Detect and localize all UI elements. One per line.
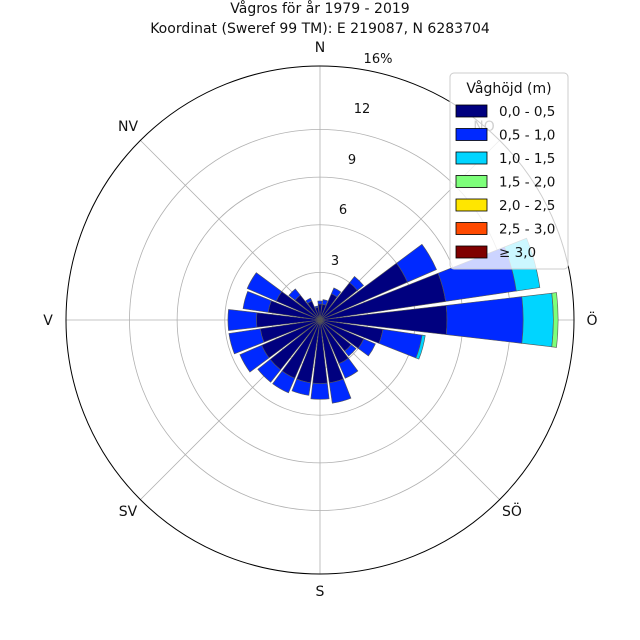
bar-dir315-bin2 xyxy=(288,288,301,301)
direction-label-5: SV xyxy=(119,504,138,520)
legend-swatch-3 xyxy=(455,151,488,165)
legend-swatch-6 xyxy=(455,222,488,235)
radial-tick-label-2: 6 xyxy=(339,203,347,218)
legend-label-2: 0,5 - 1,0 xyxy=(499,128,555,144)
outer-frame xyxy=(65,65,575,575)
bar-dir135-bin2 xyxy=(344,344,357,357)
bar-dir105-bin2 xyxy=(378,328,423,359)
bar-dir165-bin2 xyxy=(328,378,352,404)
chart-subtitle: Koordinat (Sweref 99 TM): E 219087, N 62… xyxy=(150,21,490,37)
legend-title: Våghöjd (m) xyxy=(466,80,551,97)
bar-dir90-bin4 xyxy=(551,292,559,348)
bar-dir195-bin2 xyxy=(291,378,312,396)
bar-dir120-bin2 xyxy=(357,338,376,357)
bar-dir30-bin2 xyxy=(330,287,342,298)
sector-bars xyxy=(227,237,559,404)
bar-dir0-bin2 xyxy=(317,300,323,305)
direction-label-4: S xyxy=(316,584,325,600)
legend-swatch-7 xyxy=(455,245,488,259)
radial-tick-label-4: 12 xyxy=(354,102,371,117)
legend-box xyxy=(449,72,569,270)
bar-dir270-bin2 xyxy=(227,309,258,331)
bar-dir90-bin2 xyxy=(445,296,524,344)
bar-dir330-bin2 xyxy=(305,297,313,304)
bar-dir150-bin2 xyxy=(338,357,359,379)
legend-label-6: 2,5 - 3,0 xyxy=(499,222,555,238)
bar-dir345-bin2 xyxy=(314,305,319,309)
radial-tick-label-1: 3 xyxy=(331,254,339,269)
legend-label-4: 1,5 - 2,0 xyxy=(499,175,555,191)
legend-swatch-1 xyxy=(455,104,488,118)
legend-label-5: 2,0 - 2,5 xyxy=(499,198,555,214)
bar-dir15-bin2 xyxy=(321,299,328,306)
bar-dir240-bin2 xyxy=(239,344,270,373)
direction-label-0: N xyxy=(315,40,325,56)
bar-dir45-bin2 xyxy=(349,276,364,291)
radial-tick-label-5: 16% xyxy=(364,52,393,67)
radial-tick-label-3: 9 xyxy=(348,153,356,168)
chart-title: Vågros för år 1979 - 2019 xyxy=(230,0,409,17)
legend-swatch-4 xyxy=(455,175,488,188)
bar-dir180-bin2 xyxy=(310,382,330,400)
bar-dir285-bin2 xyxy=(242,290,272,313)
legend-label-3: 1,0 - 1,5 xyxy=(499,151,555,167)
bar-dir255-bin2 xyxy=(228,328,265,355)
bar-dir300-bin2 xyxy=(246,272,283,302)
direction-label-3: SÖ xyxy=(502,502,522,520)
bar-dir90-bin3 xyxy=(521,292,554,348)
bar-dir105-bin3 xyxy=(415,334,426,360)
bar-dir225-bin2 xyxy=(257,359,281,383)
legend-swatch-5 xyxy=(455,198,488,212)
legend-label-1: 0,0 - 0,5 xyxy=(499,104,555,120)
grid-spoke-nv xyxy=(140,140,321,321)
legend: Våghöjd (m) 0,0 - 0,5 0,5 - 1,0 1,0 - 1,5 1… xyxy=(449,72,569,270)
direction-label-6: V xyxy=(43,313,53,329)
direction-label-2: Ö xyxy=(586,311,597,329)
bar-dir210-bin2 xyxy=(272,370,296,394)
legend-label-7: ≥ 3,0 xyxy=(499,245,536,261)
direction-label-7: NV xyxy=(118,119,138,135)
legend-swatch-2 xyxy=(455,128,488,141)
bar-dir60-bin2 xyxy=(396,243,437,283)
